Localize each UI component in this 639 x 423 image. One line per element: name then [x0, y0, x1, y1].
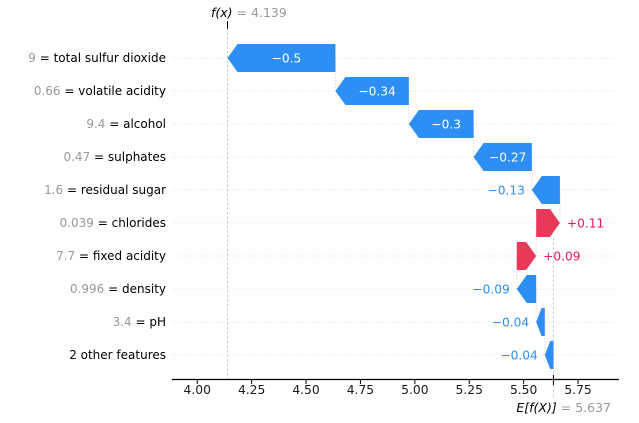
feature-value: 0.66: [33, 84, 61, 98]
fx-value: 4.139: [251, 5, 287, 20]
bar-value-label: +0.11: [567, 216, 604, 230]
bar-value-label: −0.04: [500, 348, 538, 362]
feature-name: = volatile acidity: [60, 84, 166, 98]
waterfall-bar-volatile-acidity: [335, 77, 409, 105]
feature-label-fixed-acidity: 7.7 = fixed acidity: [56, 247, 166, 265]
feature-value: 3.4: [112, 315, 132, 329]
efx-equals: =: [560, 400, 572, 415]
feature-label-chlorides: 0.039 = chlorides: [60, 214, 166, 232]
feature-name: = residual sugar: [63, 183, 166, 197]
waterfall-bar-total-sulfur-dioxide: [227, 44, 336, 72]
bar-value-label: +0.09: [543, 249, 580, 263]
efx-value: 5.637: [575, 400, 611, 415]
bar-value-label: −0.04: [492, 315, 530, 329]
feature-value: 0.47: [63, 150, 91, 164]
bar-value-label: −0.5: [272, 51, 302, 65]
waterfall-bar-sulphates: [473, 143, 532, 171]
feature-name: = density: [104, 282, 166, 296]
feature-label-ph: 3.4 = pH: [113, 313, 166, 331]
fx-annotation: f(x) = 4.139: [211, 5, 287, 20]
x-tick-label: 5.75: [564, 383, 592, 397]
bar-value-label: −0.13: [488, 183, 525, 197]
bar-value-label: −0.27: [489, 150, 526, 164]
feature-name: 2 other features: [69, 348, 166, 362]
waterfall-bar-ph: [536, 308, 545, 336]
feature-label-2-other-features: 2 other features: [69, 346, 166, 364]
feature-value: 9: [28, 51, 36, 65]
feature-label-total-sulfur-dioxide: 9 = total sulfur dioxide: [28, 49, 166, 67]
x-tick-label: 4.00: [183, 383, 211, 397]
x-tick-label: 4.50: [292, 383, 320, 397]
feature-label-density: 0.996 = density: [70, 280, 166, 298]
x-tick-label: 5.50: [509, 383, 538, 397]
fx-symbol: f(x): [211, 5, 233, 20]
waterfall-bar-density: [516, 275, 537, 303]
feature-name: = chlorides: [93, 216, 166, 230]
feature-value: 7.7: [56, 249, 76, 263]
efx-symbol: E[f(X)]: [516, 400, 557, 415]
feature-name: = sulphates: [90, 150, 166, 164]
feature-name: = pH: [131, 315, 166, 329]
feature-label-sulphates: 0.47 = sulphates: [63, 148, 166, 166]
feature-value: 0.996: [69, 282, 105, 296]
bar-value-label: −0.34: [358, 84, 396, 98]
feature-name: = fixed acidity: [75, 249, 166, 263]
x-tick-label: 4.25: [237, 383, 266, 397]
feature-name: = total sulfur dioxide: [35, 51, 166, 65]
feature-value: 1.6: [44, 183, 64, 197]
feature-label-volatile-acidity: 0.66 = volatile acidity: [34, 82, 166, 100]
x-tick-label: 5.25: [455, 383, 483, 397]
bar-value-label: −0.09: [472, 282, 509, 296]
feature-label-residual-sugar: 1.6 = residual sugar: [44, 181, 166, 199]
waterfall-bar-chlorides: [536, 209, 560, 237]
efx-annotation: E[f(X)] = 5.637: [516, 400, 611, 415]
feature-label-alcohol: 9.4 = alcohol: [86, 115, 166, 133]
feature-name: = alcohol: [105, 117, 166, 131]
feature-value: 9.4: [86, 117, 106, 131]
waterfall-bar-residual-sugar: [531, 176, 560, 204]
bar-value-label: −0.3: [431, 117, 461, 131]
waterfall-bar-fixed-acidity: [516, 242, 537, 270]
fx-equals: =: [236, 5, 248, 20]
x-tick-label: 5.00: [401, 383, 429, 397]
feature-value: 0.039: [59, 216, 94, 230]
x-tick-label: 4.75: [346, 383, 375, 397]
waterfall-bar-alcohol: [408, 110, 474, 138]
waterfall-bar-2-other-features: [544, 341, 554, 369]
